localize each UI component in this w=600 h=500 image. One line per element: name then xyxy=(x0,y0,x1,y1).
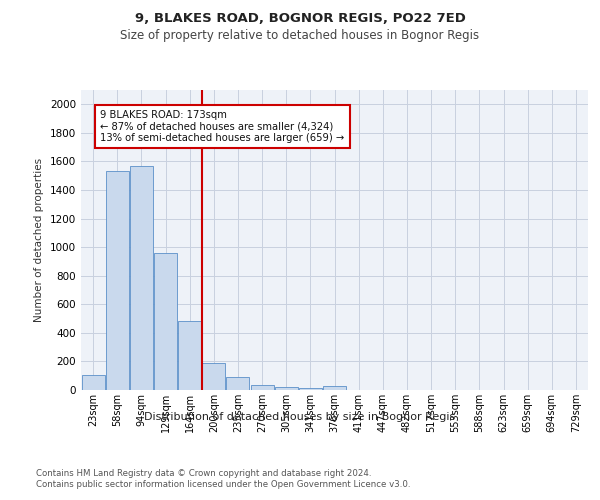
Text: Distribution of detached houses by size in Bognor Regis: Distribution of detached houses by size … xyxy=(145,412,455,422)
Bar xyxy=(275,387,298,390)
Bar xyxy=(299,388,322,390)
Bar xyxy=(154,253,177,390)
Bar xyxy=(106,172,128,390)
Bar xyxy=(178,322,201,390)
Bar xyxy=(82,374,104,390)
Text: Contains public sector information licensed under the Open Government Licence v3: Contains public sector information licen… xyxy=(36,480,410,489)
Bar xyxy=(251,385,274,390)
Bar xyxy=(130,166,153,390)
Bar xyxy=(323,386,346,390)
Bar xyxy=(202,362,225,390)
Text: 9, BLAKES ROAD, BOGNOR REGIS, PO22 7ED: 9, BLAKES ROAD, BOGNOR REGIS, PO22 7ED xyxy=(134,12,466,26)
Bar xyxy=(226,378,250,390)
Text: Contains HM Land Registry data © Crown copyright and database right 2024.: Contains HM Land Registry data © Crown c… xyxy=(36,469,371,478)
Text: 9 BLAKES ROAD: 173sqm
← 87% of detached houses are smaller (4,324)
13% of semi-d: 9 BLAKES ROAD: 173sqm ← 87% of detached … xyxy=(100,110,344,143)
Y-axis label: Number of detached properties: Number of detached properties xyxy=(34,158,44,322)
Text: Size of property relative to detached houses in Bognor Regis: Size of property relative to detached ho… xyxy=(121,29,479,42)
